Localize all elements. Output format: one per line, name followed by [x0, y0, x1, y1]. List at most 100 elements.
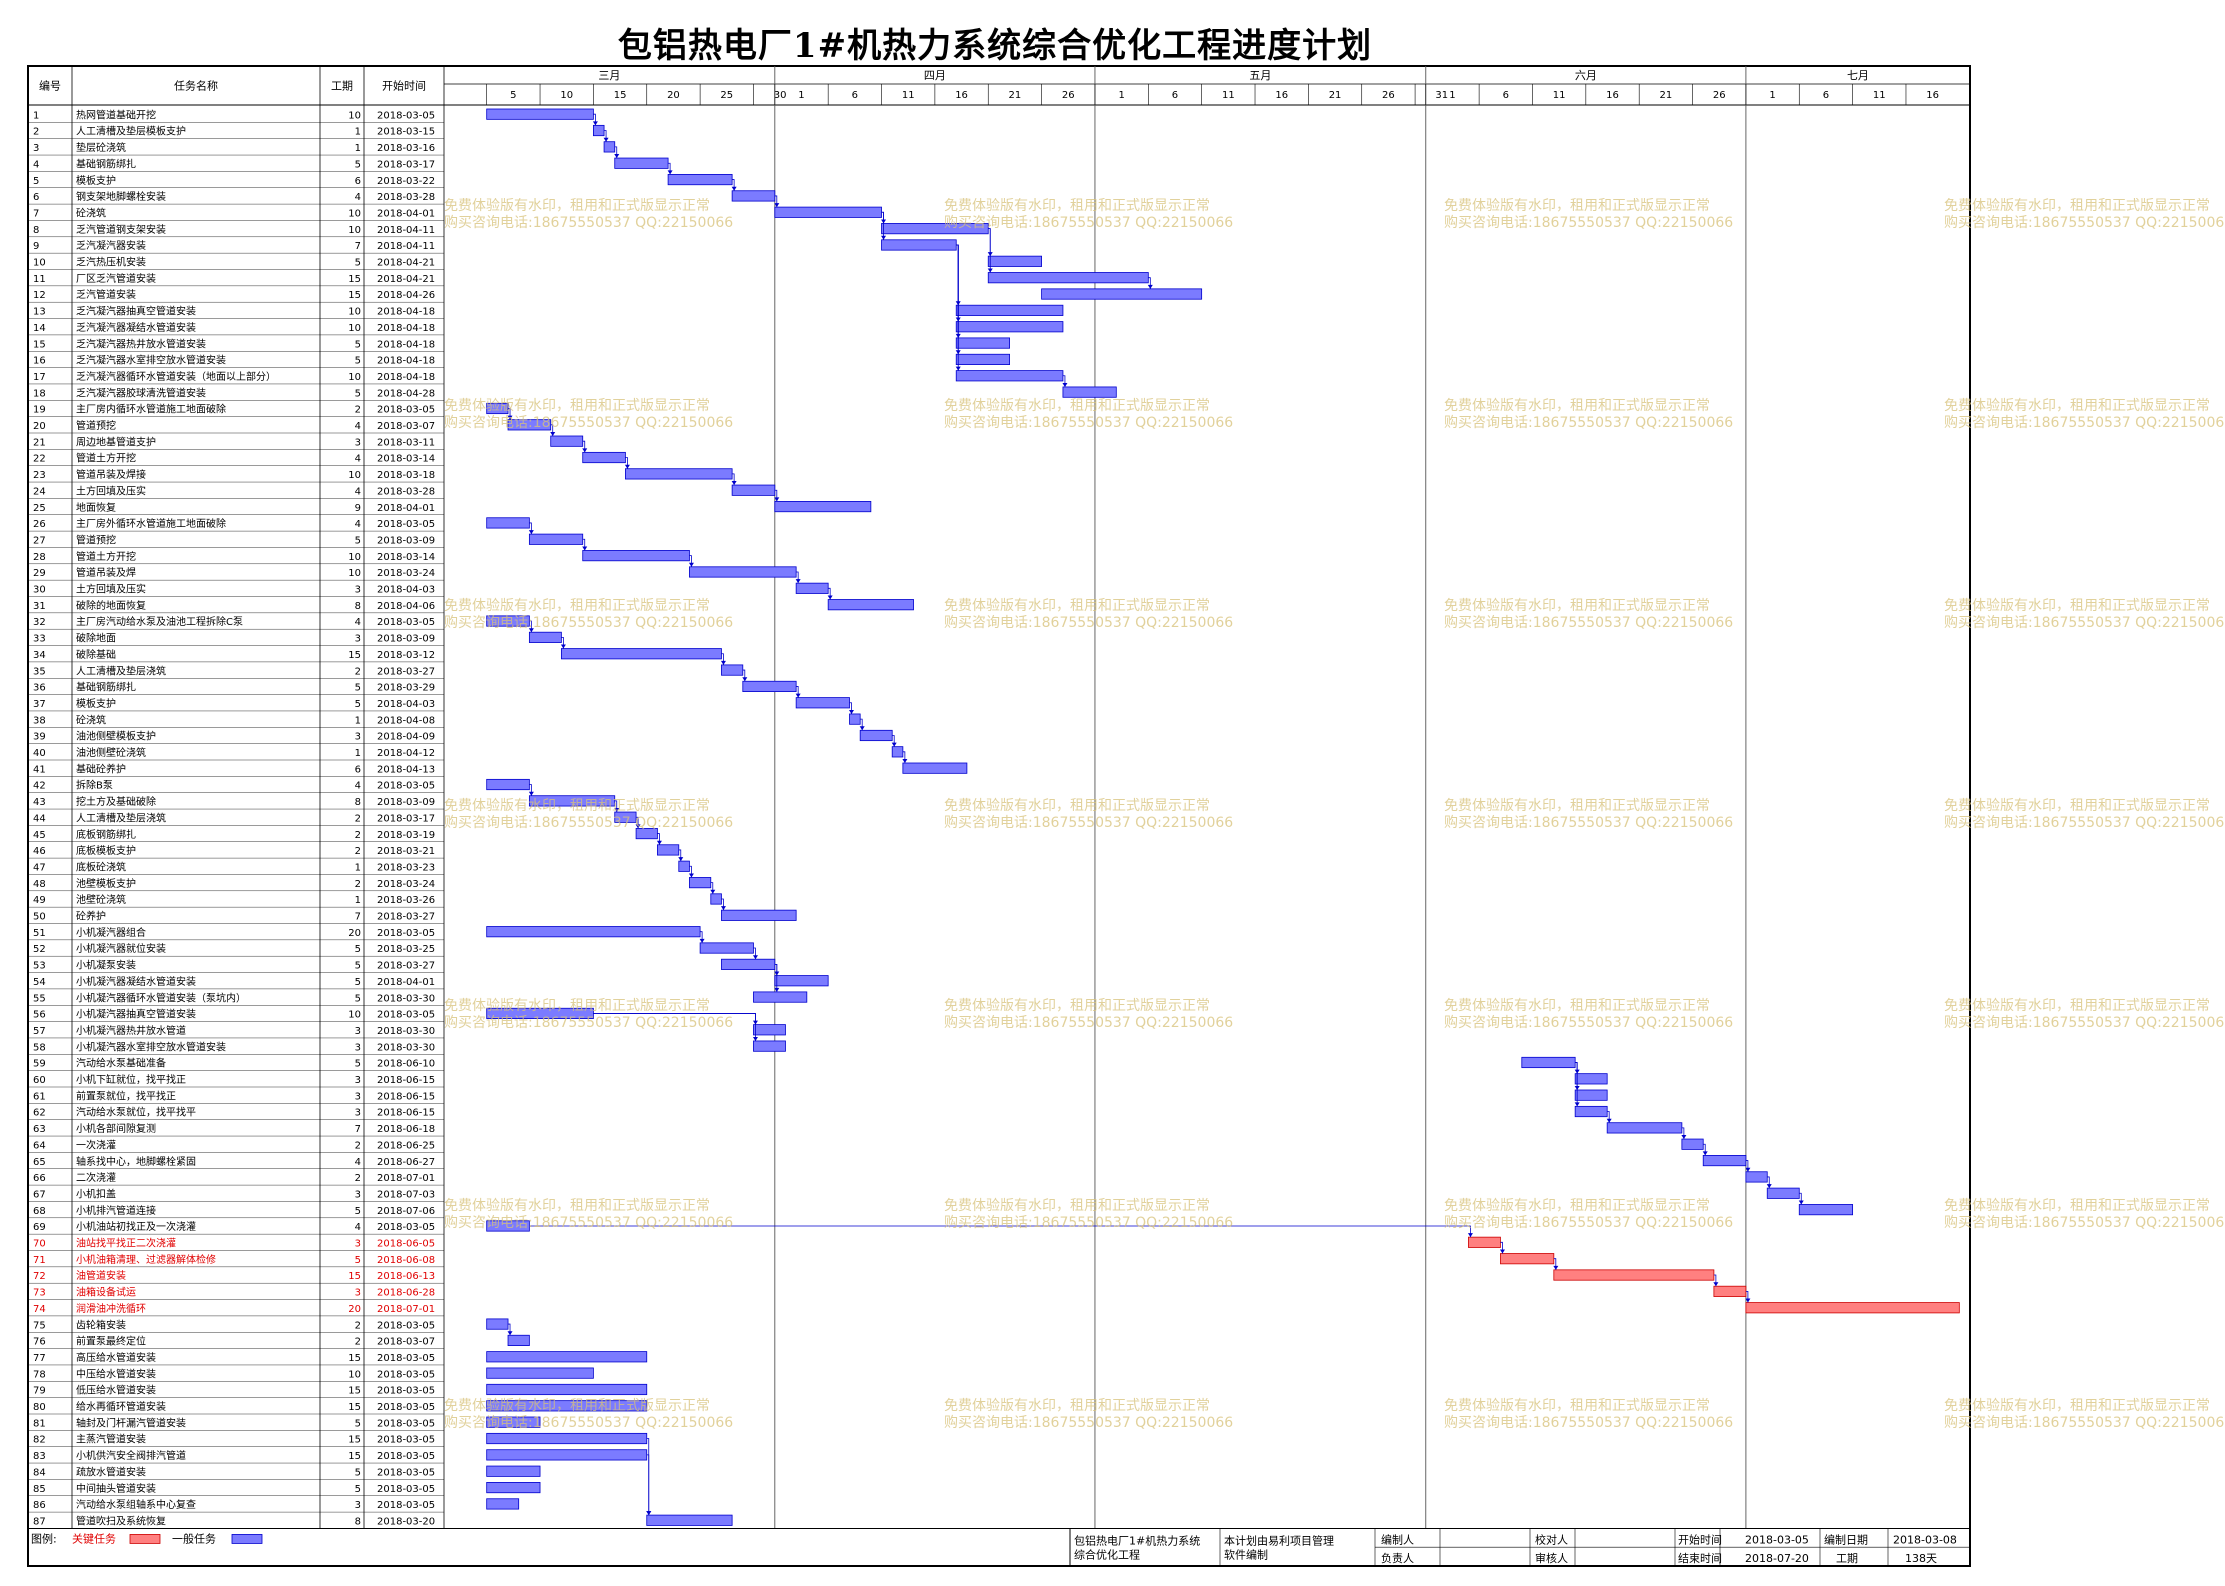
watermark-line2: 购买咨询电话:18675550537 QQ:22150066	[1944, 1215, 2225, 1231]
task-start: 2018-03-23	[377, 862, 435, 873]
task-name: 人工清槽及垫层浇筑	[76, 811, 166, 824]
day-tick-label: 21	[1660, 90, 1673, 101]
day-tick-label: 25	[720, 90, 733, 101]
watermark-line2: 购买咨询电话:18675550537 QQ:22150066	[444, 815, 733, 831]
task-duration: 5	[355, 356, 361, 367]
task-name: 前置泵就位，找平找正	[76, 1089, 176, 1102]
task-duration: 2	[355, 1140, 361, 1151]
dependency-arrow	[795, 693, 801, 698]
task-start: 2018-03-28	[377, 192, 435, 203]
task-duration: 2	[355, 879, 361, 890]
task-bar	[486, 1432, 648, 1445]
task-bar	[774, 975, 829, 987]
task-bar	[710, 893, 722, 905]
day-tick-label: 15	[614, 90, 627, 101]
dependency-arrow	[742, 677, 748, 682]
task-start: 2018-04-11	[377, 225, 435, 236]
task-duration: 15	[348, 290, 361, 301]
watermark-line1: 免费体验版有水印，租用和正式版显示正常	[1944, 198, 2210, 214]
task-duration: 4	[355, 486, 361, 497]
task-duration: 4	[355, 421, 361, 432]
task-id: 21	[33, 437, 46, 448]
task-name: 汽动给水泵就位，找平找平	[76, 1106, 196, 1119]
dependency-arrow	[774, 987, 780, 992]
task-start: 2018-03-21	[377, 846, 435, 857]
task-duration: 5	[355, 683, 361, 694]
watermark-line1: 免费体验版有水印，租用和正式版显示正常	[944, 398, 1210, 414]
task-start: 2018-03-05	[377, 1418, 435, 1429]
footer-period-label: 工期	[1836, 1552, 1858, 1565]
task-id: 28	[33, 552, 46, 563]
task-start: 2018-03-14	[377, 454, 435, 465]
task-name: 乏汽凝汽器凝结水管道安装	[76, 321, 196, 334]
day-tick-label: 16	[1606, 90, 1619, 101]
task-bar	[486, 1383, 648, 1396]
task-name: 小机凝汽器循环水管道安装（泵坑内）	[76, 991, 246, 1004]
day-tick-label: 26	[1062, 90, 1075, 101]
task-start: 2018-03-07	[377, 421, 435, 432]
task-name: 乏汽管道钢支架安装	[76, 223, 166, 236]
footer-compiler-label: 编制人	[1381, 1532, 1414, 1546]
task-id: 46	[33, 846, 46, 857]
day-tick-label: 1	[1769, 90, 1775, 101]
task-duration: 10	[348, 552, 361, 563]
dependency-arrow	[1798, 1200, 1804, 1205]
watermark-line2: 购买咨询电话:18675550537 QQ:22150066	[1444, 1015, 1733, 1031]
task-bar	[486, 1400, 648, 1412]
task-name: 模板支护	[76, 174, 116, 187]
task-duration: 2	[355, 1337, 361, 1348]
task-duration: 10	[348, 307, 361, 318]
task-bar	[955, 337, 1010, 349]
task-bar	[486, 1416, 541, 1428]
task-bar	[657, 844, 680, 856]
day-tick-label: 16	[1275, 90, 1288, 101]
dependency-arrow	[1574, 1102, 1580, 1107]
task-start: 2018-03-24	[377, 879, 435, 890]
task-id: 39	[33, 732, 46, 743]
task-name: 乏汽热压机安装	[76, 256, 146, 269]
day-tick-label: 1	[1118, 90, 1124, 101]
task-id: 85	[33, 1484, 46, 1495]
critical-task-bar	[1745, 1302, 1960, 1314]
task-bar	[1041, 288, 1203, 300]
task-id: 13	[33, 307, 46, 318]
task-duration: 6	[355, 764, 361, 775]
task-start: 2018-03-30	[377, 1026, 435, 1037]
task-id: 18	[33, 388, 46, 399]
dependency-arrow	[699, 938, 705, 943]
task-duration: 3	[355, 1042, 361, 1053]
task-duration: 5	[355, 388, 361, 399]
task-name: 底板钢筋绑扎	[76, 828, 136, 841]
task-bar	[987, 255, 1042, 267]
task-start: 2018-03-11	[377, 437, 435, 448]
task-start: 2018-03-07	[377, 1337, 435, 1348]
day-tick-label: 5	[510, 90, 516, 101]
task-bar	[955, 321, 1064, 333]
watermark-line1: 免费体验版有水印，租用和正式版显示正常	[944, 998, 1210, 1014]
day-tick-label: 26	[1713, 90, 1726, 101]
task-id: 32	[33, 617, 46, 628]
task-id: 27	[33, 535, 46, 546]
watermark-line1: 免费体验版有水印，租用和正式版显示正常	[944, 798, 1210, 814]
task-start: 2018-03-22	[377, 176, 435, 187]
task-name: 底板砼浇筑	[76, 860, 126, 873]
watermark-line2: 购买咨询电话:18675550537 QQ:22150066	[1944, 415, 2225, 431]
legend-critical-swatch	[129, 1534, 161, 1544]
header-start: 开始时间	[382, 79, 426, 93]
task-bar	[1062, 386, 1117, 398]
task-name: 挖土方及基础破除	[76, 795, 156, 808]
task-start: 2018-06-10	[377, 1059, 435, 1070]
task-start: 2018-07-03	[377, 1189, 435, 1200]
task-duration: 10	[348, 568, 361, 579]
task-duration: 5	[355, 159, 361, 170]
task-bar	[1574, 1089, 1608, 1101]
task-duration: 3	[355, 1091, 361, 1102]
task-id: 33	[33, 634, 46, 645]
task-bar	[795, 582, 829, 594]
task-duration: 3	[355, 1026, 361, 1037]
task-start: 2018-04-12	[377, 748, 435, 759]
task-bar	[891, 746, 904, 758]
task-bar	[486, 1351, 648, 1363]
watermark-line2: 购买咨询电话:18675550537 QQ:22150066	[444, 1215, 733, 1231]
dependency-arrow	[1702, 1151, 1708, 1156]
